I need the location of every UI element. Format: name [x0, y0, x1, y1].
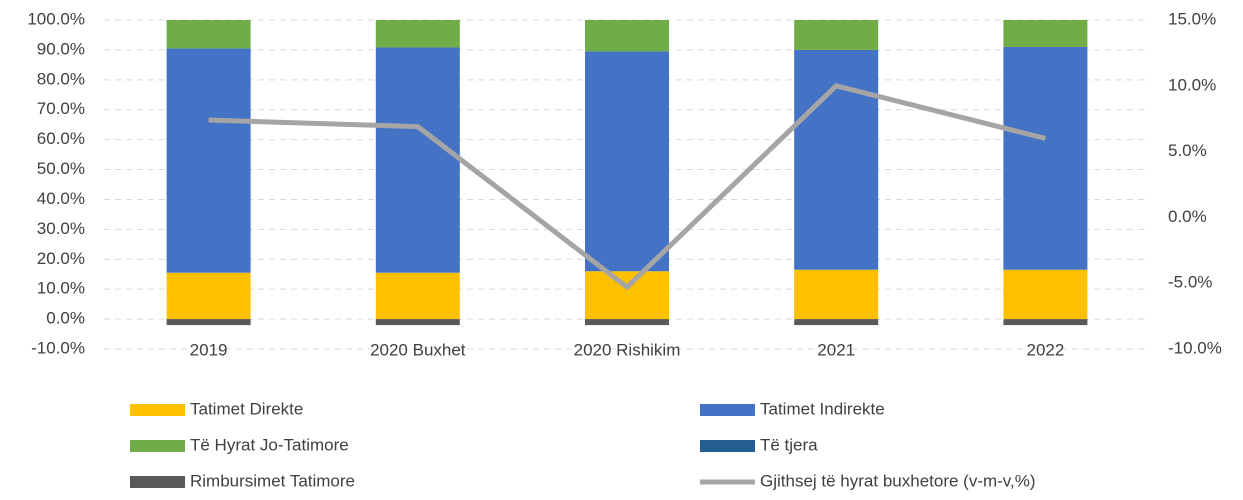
legend-swatch: [700, 440, 755, 452]
legend-label: Rimbursimet Tatimore: [190, 471, 355, 490]
bar-segment: [585, 319, 669, 326]
x-tick-label: 2021: [817, 340, 855, 359]
bar-segment: [585, 51, 669, 272]
y-tick-label: 60.0%: [37, 129, 85, 148]
legend-label: Tatimet Indirekte: [760, 399, 885, 418]
legend-label: Të tjera: [760, 435, 818, 454]
y-tick-label: 30.0%: [37, 219, 85, 238]
legend-swatch: [700, 404, 755, 416]
bar-segment: [585, 271, 669, 320]
y-tick-label: 70.0%: [37, 99, 85, 118]
legend-label: Gjithsej të hyrat buxhetore (v-m-v,%): [760, 471, 1036, 490]
bar-segment: [794, 269, 879, 320]
y-tick-label: -10.0%: [31, 338, 85, 357]
y2-tick-label: 10.0%: [1168, 75, 1216, 94]
legend-swatch: [130, 440, 185, 452]
x-tick-label: 2019: [190, 340, 228, 359]
legend-label: Të Hyrat Jo-Tatimore: [190, 435, 349, 454]
y-tick-label: 80.0%: [37, 69, 85, 88]
bar-segment: [1003, 319, 1088, 326]
bar-segment: [794, 49, 879, 270]
bar-segment: [1003, 46, 1088, 270]
y2-tick-label: -10.0%: [1168, 338, 1222, 357]
y-tick-label: 40.0%: [37, 189, 85, 208]
x-tick-label: 2020 Rishikim: [574, 340, 681, 359]
bar-segment: [166, 272, 251, 320]
y2-tick-label: 0.0%: [1168, 207, 1207, 226]
bar-segment: [794, 319, 879, 326]
y-tick-label: 10.0%: [37, 279, 85, 298]
y-tick-label: 90.0%: [37, 39, 85, 58]
legend-swatch: [130, 404, 185, 416]
legend-swatch: [130, 476, 185, 488]
bar-segment: [585, 20, 669, 52]
line-series: [208, 83, 1047, 290]
bar-segment: [375, 20, 460, 48]
bar-segment: [794, 20, 879, 50]
y-tick-label: 0.0%: [46, 309, 85, 328]
bar-segment: [1003, 269, 1088, 320]
bar-segment: [166, 20, 251, 49]
bar-segment: [375, 272, 460, 320]
y-tick-label: 50.0%: [37, 159, 85, 178]
y2-tick-label: -5.0%: [1168, 273, 1212, 292]
y2-tick-label: 5.0%: [1168, 141, 1207, 160]
bar-segment: [166, 48, 251, 273]
y-tick-label: 100.0%: [27, 9, 85, 28]
bar-segment: [375, 47, 460, 273]
legend-label: Tatimet Direkte: [190, 399, 303, 418]
bar-segment: [1003, 20, 1088, 47]
y2-tick-label: 15.0%: [1168, 9, 1216, 28]
y-tick-label: 20.0%: [37, 249, 85, 268]
bar-segment: [375, 319, 460, 326]
bar-segment: [166, 319, 251, 326]
x-tick-label: 2020 Buxhet: [370, 340, 466, 359]
x-tick-label: 2022: [1026, 340, 1064, 359]
